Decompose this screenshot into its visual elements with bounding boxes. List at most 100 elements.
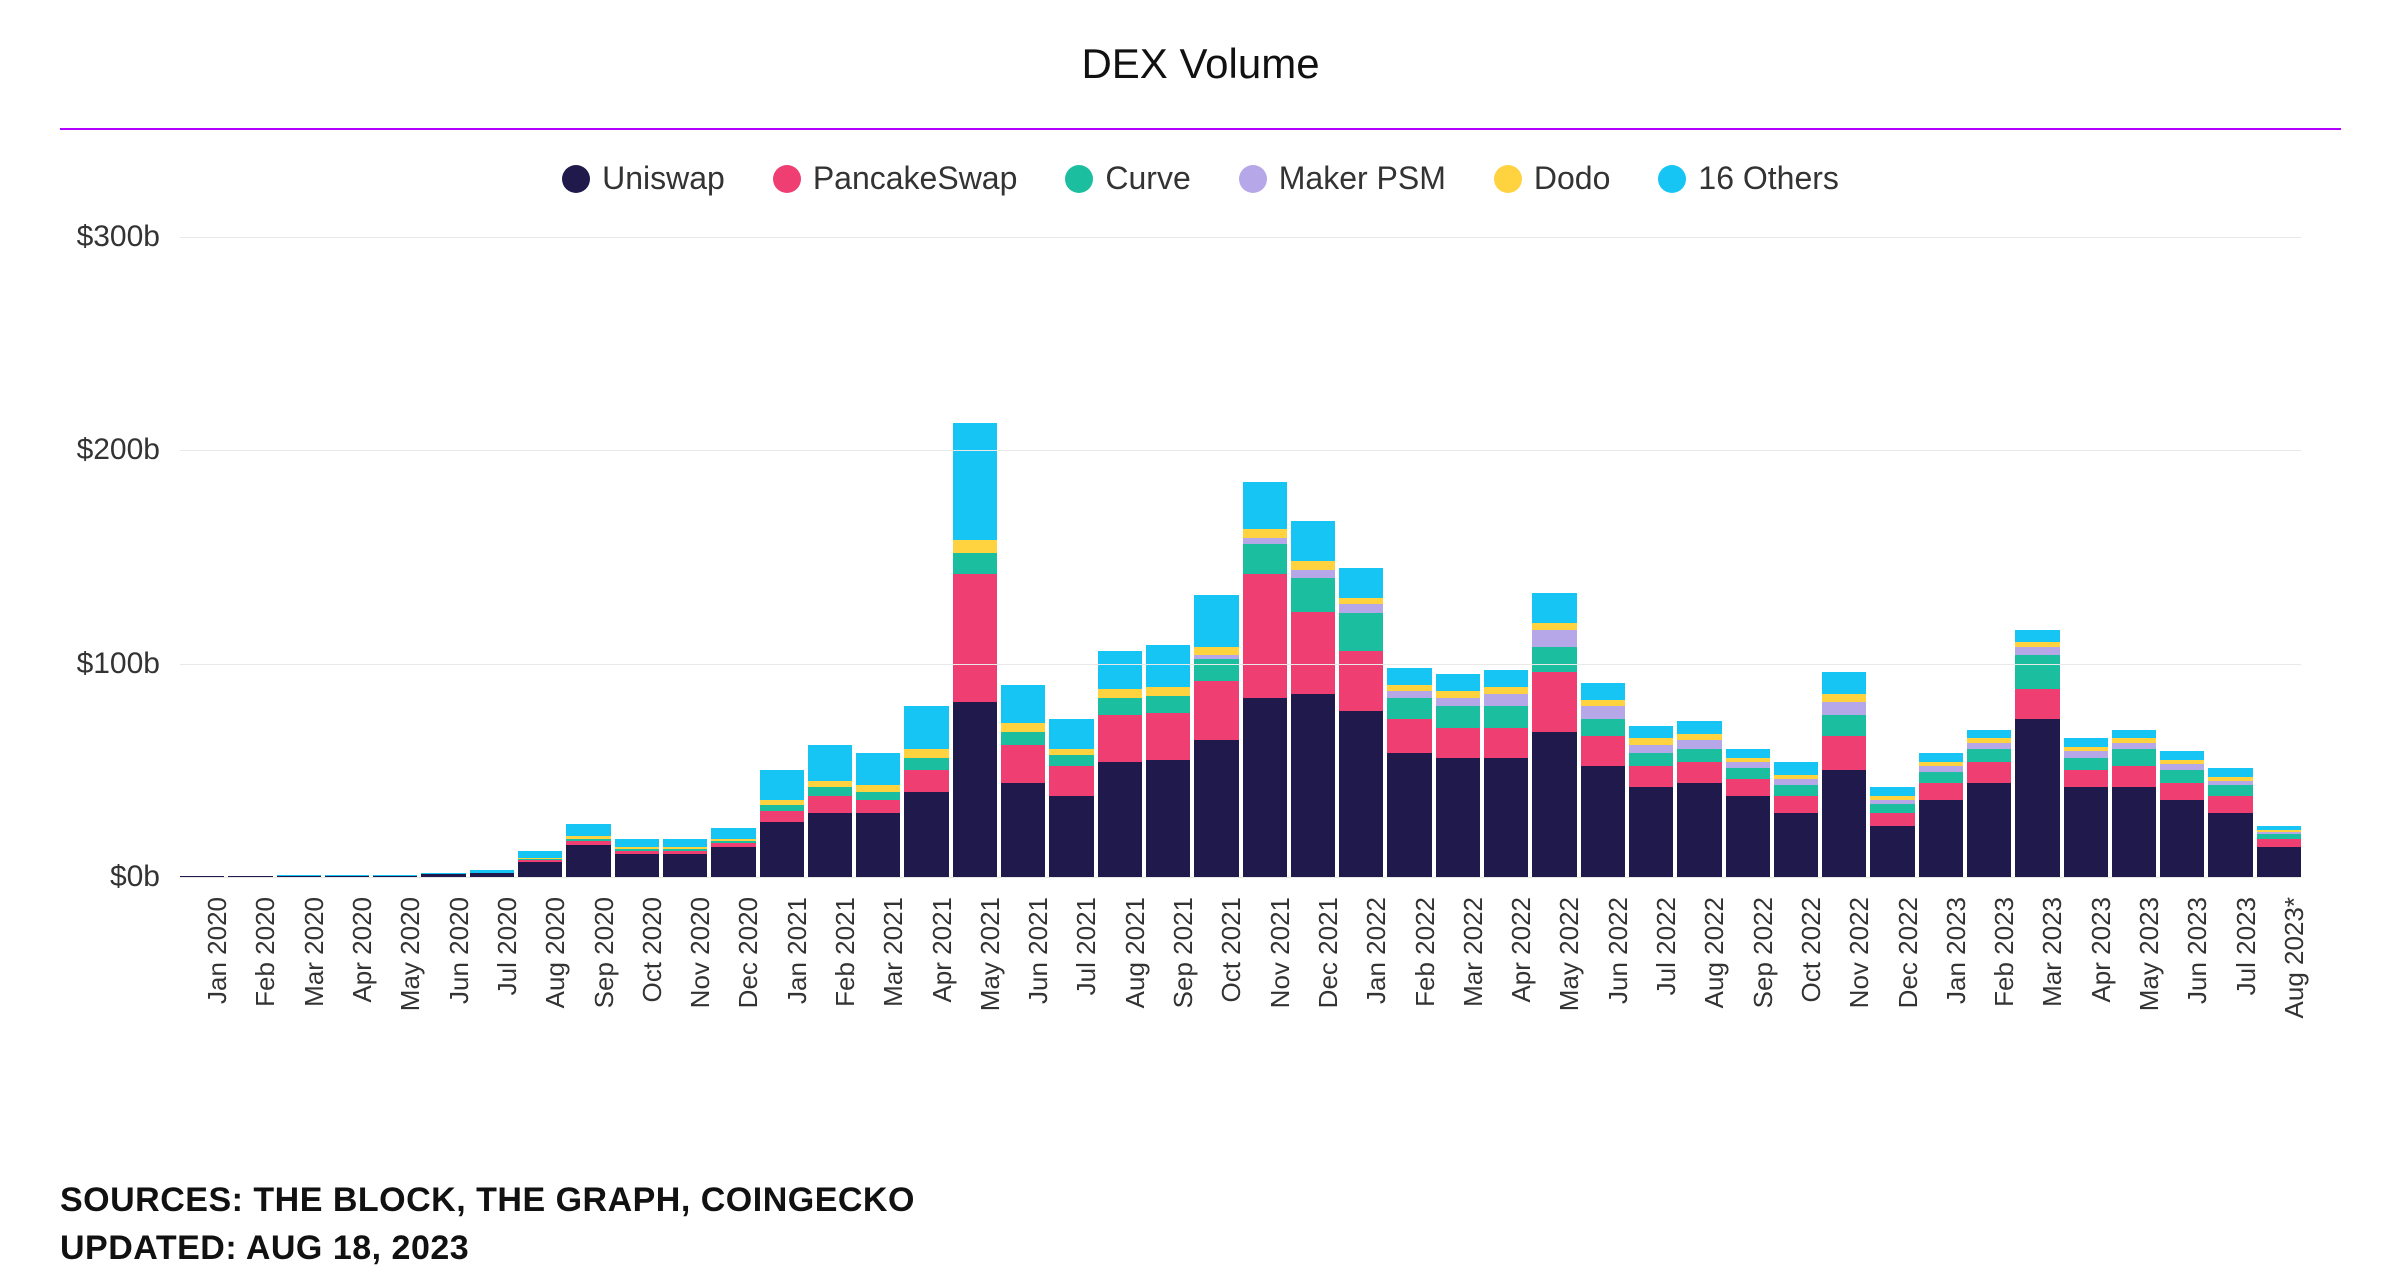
bar-segment	[953, 553, 997, 574]
bar-segment	[1339, 613, 1383, 651]
bar-segment	[1146, 696, 1190, 713]
bar-column	[2257, 237, 2301, 877]
bar-segment	[1726, 749, 1770, 758]
bar-segment	[1774, 796, 1818, 813]
bar-segment	[1774, 785, 1818, 796]
bar-segment	[2208, 813, 2252, 877]
bar-segment	[1581, 766, 1625, 877]
bar-segment	[1629, 745, 1673, 754]
bar-segment	[2015, 719, 2059, 877]
bar-segment	[1919, 772, 1963, 783]
bar-column	[1919, 237, 1963, 877]
bar-segment	[1098, 715, 1142, 762]
bar-column	[2208, 237, 2252, 877]
bar-segment	[1194, 659, 1238, 680]
bar-segment	[1001, 685, 1045, 723]
legend-item: Uniswap	[562, 160, 725, 197]
bar-column	[615, 237, 659, 877]
bar-segment	[1484, 706, 1528, 727]
bar-column	[1629, 237, 1673, 877]
bar-segment	[711, 828, 755, 839]
gridline	[180, 450, 2301, 451]
bar-segment	[808, 745, 852, 781]
y-tick-label: $300b	[77, 220, 180, 254]
bar-segment	[1339, 711, 1383, 877]
legend-swatch	[562, 165, 590, 193]
bar-column	[1581, 237, 1625, 877]
bar-column	[1243, 237, 1287, 877]
bar-segment	[1243, 544, 1287, 574]
bar-column	[1484, 237, 1528, 877]
bar-column	[325, 237, 369, 877]
bar-segment	[1291, 578, 1335, 612]
bar-column	[1774, 237, 1818, 877]
bar-segment	[856, 800, 900, 813]
bar-segment	[1436, 706, 1480, 727]
bar-segment	[1532, 672, 1576, 732]
bar-segment	[1049, 755, 1093, 766]
bar-segment	[1870, 787, 1914, 796]
bar-segment	[856, 792, 900, 801]
bar-column	[1194, 237, 1238, 877]
bar-segment	[1194, 647, 1238, 656]
bar-segment	[1870, 826, 1914, 877]
bar-column	[2112, 237, 2156, 877]
gridline	[180, 877, 2301, 878]
bar-segment	[1581, 736, 1625, 766]
bar-segment	[1532, 593, 1576, 623]
chart-divider	[60, 128, 2341, 130]
bar-segment	[1339, 651, 1383, 711]
bar-segment	[1001, 723, 1045, 732]
bar-segment	[2160, 751, 2204, 760]
bar-segment	[1194, 595, 1238, 646]
bar-column	[1098, 237, 1142, 877]
bar-segment	[1146, 645, 1190, 688]
bar-segment	[1436, 698, 1480, 707]
bar-segment	[1967, 762, 2011, 783]
bar-segment	[615, 854, 659, 877]
bar-segment	[1387, 698, 1431, 719]
bar-segment	[1629, 753, 1673, 766]
bar-segment	[1726, 779, 1770, 796]
bar-column	[663, 237, 707, 877]
legend-item: Maker PSM	[1239, 160, 1446, 197]
legend-swatch	[773, 165, 801, 193]
bar-segment	[760, 811, 804, 822]
bar-segment	[1629, 766, 1673, 787]
legend-swatch	[1239, 165, 1267, 193]
bar-segment	[1291, 612, 1335, 693]
bar-segment	[1532, 630, 1576, 647]
chart-plot-area: $0b$100b$200b$300b Jan 2020Feb 2020Mar 2…	[60, 237, 2341, 957]
bar-segment	[1677, 783, 1721, 877]
bar-segment	[1387, 753, 1431, 877]
bar-segment	[760, 822, 804, 877]
legend-item: Dodo	[1494, 160, 1611, 197]
bar-column	[566, 237, 610, 877]
bar-segment	[2015, 689, 2059, 719]
bar-segment	[1822, 736, 1866, 770]
bar-segment	[760, 770, 804, 800]
legend-label: 16 Others	[1698, 160, 1839, 197]
bar-segment	[1677, 740, 1721, 749]
bar-segment	[2064, 758, 2108, 771]
bar-column	[180, 237, 224, 877]
bar-segment	[856, 813, 900, 877]
bar-segment	[2208, 768, 2252, 777]
bar-segment	[663, 854, 707, 877]
bar-segment	[2257, 847, 2301, 877]
bar-segment	[2112, 730, 2156, 739]
chart-title: DEX Volume	[60, 40, 2341, 88]
y-tick-label: $0b	[110, 860, 180, 894]
bar-segment	[1146, 760, 1190, 877]
footer-updated: UPDATED: AUG 18, 2023	[60, 1225, 2341, 1272]
bar-column	[808, 237, 852, 877]
legend-item: Curve	[1065, 160, 1190, 197]
bar-column	[373, 237, 417, 877]
bar-segment	[1243, 698, 1287, 877]
bar-segment	[904, 749, 948, 758]
bar-segment	[2208, 796, 2252, 813]
bar-segment	[1532, 647, 1576, 673]
bar-column	[2160, 237, 2204, 877]
footer-sources: SOURCES: THE BLOCK, THE GRAPH, COINGECKO	[60, 1177, 2341, 1225]
legend-label: Dodo	[1534, 160, 1611, 197]
